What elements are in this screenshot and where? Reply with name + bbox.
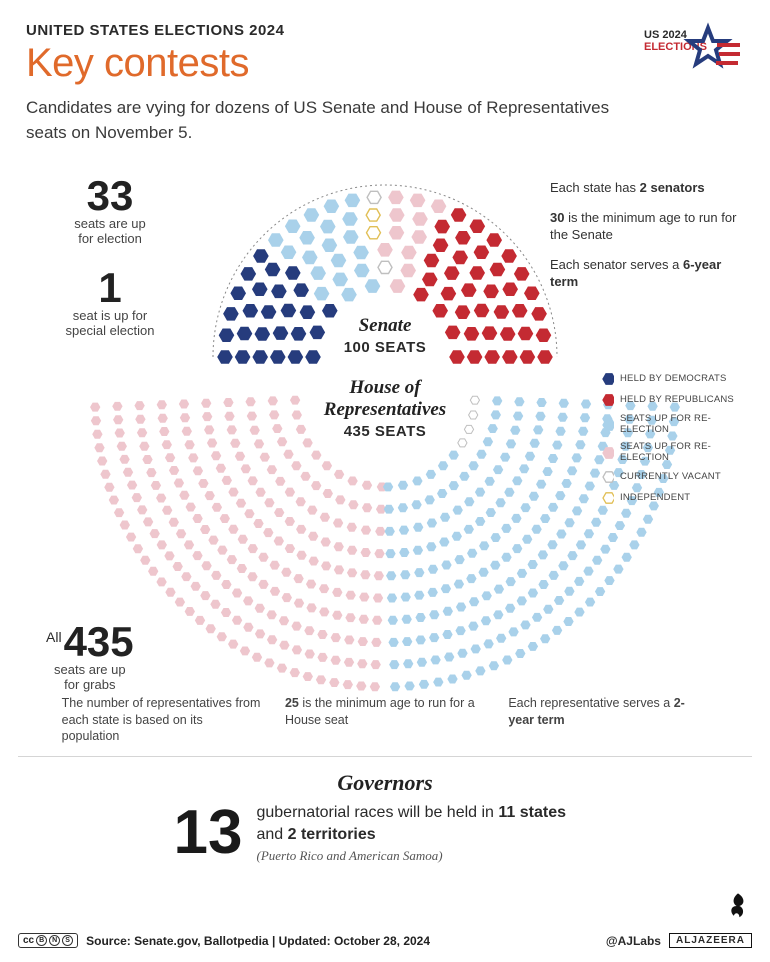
stat-sub: seats are upfor grabs xyxy=(46,663,134,693)
legend-label: SEATS UP FOR RE-ELECTION xyxy=(620,414,742,435)
governors-heading: Governors xyxy=(0,770,770,796)
legend-swatch xyxy=(602,491,614,505)
lede: Candidates are vying for dozens of US Se… xyxy=(26,96,646,145)
governors-section: Governors 13 gubernatorial races will be… xyxy=(0,770,770,865)
legend-label: INDEPENDENT xyxy=(620,493,690,503)
house-lower-stat: All435 seats are upfor grabs xyxy=(46,623,134,693)
stat-num: 33 xyxy=(50,177,170,215)
legend: HELD BY DEMOCRATS HELD BY REPUBLICANS SEAT… xyxy=(602,372,742,512)
legend-label: HELD BY DEMOCRATS xyxy=(620,374,727,384)
footer-handle: @AJLabs xyxy=(606,934,661,948)
footer-source: Source: Senate.gov, Ballotpedia | Update… xyxy=(86,934,430,948)
legend-swatch xyxy=(602,446,614,460)
legend-row: CURRENTLY VACANT xyxy=(602,470,742,484)
governors-text: gubernatorial races will be held in 11 s… xyxy=(256,802,596,845)
senate-stat-1: 33 seats are upfor election xyxy=(50,177,170,247)
stat-sub: seats are upfor election xyxy=(50,217,170,247)
legend-row: HELD BY REPUBLICANS xyxy=(602,393,742,407)
stat-num: 435 xyxy=(64,618,134,665)
legend-row: SEATS UP FOR RE-ELECTION xyxy=(602,414,742,435)
house-facts-row: The number of representatives from each … xyxy=(0,695,770,744)
cc-badge: ccBNS xyxy=(18,933,78,948)
house-name: House ofRepresentatives xyxy=(285,377,485,421)
senate-facts: Each state has 2 senators30 is the minim… xyxy=(550,179,740,303)
legend-row: INDEPENDENT xyxy=(602,491,742,505)
governors-note: (Puerto Rico and American Samoa) xyxy=(256,847,596,865)
stat-num: 1 xyxy=(50,269,170,307)
senate-name: Senate xyxy=(285,315,485,337)
senate-seat-count: 100 SEATS xyxy=(285,339,485,356)
senate-center-label: Senate 100 SEATS xyxy=(285,315,485,356)
eyebrow: UNITED STATES ELECTIONS 2024 xyxy=(26,22,744,39)
legend-row: SEATS UP FOR RE-ELECTION xyxy=(602,442,742,463)
governors-num: 13 xyxy=(174,805,243,861)
page-title: Key contests xyxy=(26,41,744,86)
stat-sub: seat is up forspecial election xyxy=(50,309,170,339)
footer-right: @AJLabs ALJAZEERA xyxy=(606,933,752,948)
legend-row: HELD BY DEMOCRATS xyxy=(602,372,742,386)
us2024-logo: US 2024 ELECTIONS xyxy=(644,22,744,77)
legend-swatch xyxy=(602,393,614,407)
legend-label: CURRENTLY VACANT xyxy=(620,472,721,482)
house-center-label: House ofRepresentatives 435 SEATS xyxy=(285,377,485,440)
aljazeera-flame-icon xyxy=(724,892,752,920)
legend-swatch xyxy=(602,470,614,484)
legend-swatch xyxy=(602,372,614,386)
footer-brand: ALJAZEERA xyxy=(669,933,752,948)
divider xyxy=(18,756,752,757)
legend-label: HELD BY REPUBLICANS xyxy=(620,395,734,405)
stat-prefix: All xyxy=(46,629,62,645)
senate-stat-2: 1 seat is up forspecial election xyxy=(50,269,170,339)
legend-label: SEATS UP FOR RE-ELECTION xyxy=(620,442,742,463)
house-seat-count: 435 SEATS xyxy=(285,423,485,440)
legend-swatch xyxy=(602,418,614,432)
